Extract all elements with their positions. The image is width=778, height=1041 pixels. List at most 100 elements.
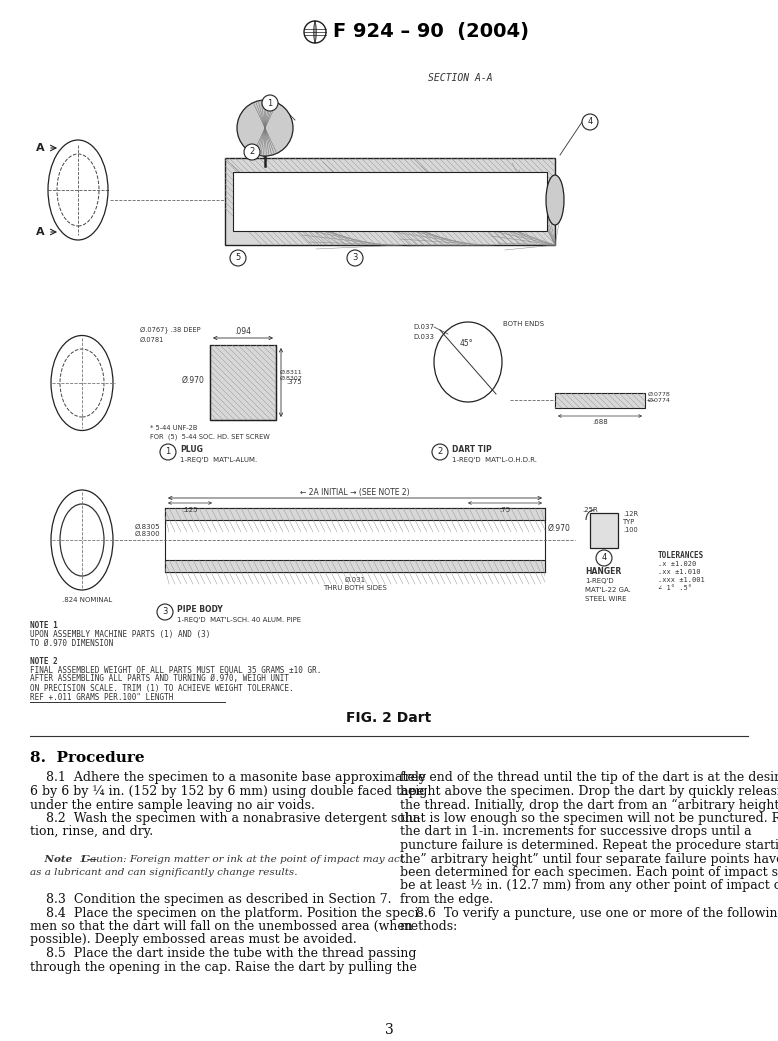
Bar: [233, 172, 547, 231]
Text: PIPE BODY: PIPE BODY: [177, 606, 223, 614]
Text: D.033: D.033: [413, 334, 434, 340]
Text: .125: .125: [182, 507, 198, 513]
Text: F 924 – 90  (2004): F 924 – 90 (2004): [333, 23, 529, 42]
Text: 4: 4: [601, 554, 607, 562]
Text: 2: 2: [250, 148, 254, 156]
Text: UPON ASSEMBLY MACHINE PARTS (1) AND (3): UPON ASSEMBLY MACHINE PARTS (1) AND (3): [30, 630, 210, 638]
Circle shape: [262, 95, 278, 111]
Text: 45°: 45°: [459, 339, 473, 349]
Text: possible). Deeply embossed areas must be avoided.: possible). Deeply embossed areas must be…: [30, 934, 357, 946]
Text: 1-REQ'D: 1-REQ'D: [585, 578, 614, 584]
Text: Ø.8311
Ø.8307: Ø.8311 Ø.8307: [280, 370, 303, 380]
Text: Ø.0767} .38 DEEP: Ø.0767} .38 DEEP: [140, 327, 201, 333]
Circle shape: [160, 445, 176, 460]
Text: 8.2  Wash the specimen with a nonabrasive detergent solu-: 8.2 Wash the specimen with a nonabrasive…: [30, 812, 421, 826]
Circle shape: [157, 604, 173, 620]
Text: puncture failure is determined. Repeat the procedure starting at: puncture failure is determined. Repeat t…: [400, 839, 778, 852]
Text: * 5-44 UNF-2B: * 5-44 UNF-2B: [150, 425, 198, 431]
Text: AFTER ASSEMBLING ALL PARTS AND TURNING Ø.970, WEIGH UNIT: AFTER ASSEMBLING ALL PARTS AND TURNING Ø…: [30, 675, 289, 684]
Text: 1-REQ'D  MAT'L-O.H.D.R.: 1-REQ'D MAT'L-O.H.D.R.: [452, 457, 537, 463]
Text: ON PRECISION SCALE. TRIM (1) TO ACHIEVE WEIGHT TOLERANCE.: ON PRECISION SCALE. TRIM (1) TO ACHIEVE …: [30, 684, 293, 692]
Text: .12R: .12R: [623, 511, 638, 517]
Circle shape: [596, 550, 612, 566]
Text: as a lubricant and can significantly change results.: as a lubricant and can significantly cha…: [30, 868, 297, 877]
Text: .100: .100: [623, 527, 638, 533]
Bar: [210, 345, 276, 420]
Text: .xxx ±1.001: .xxx ±1.001: [658, 577, 705, 583]
Text: D.037: D.037: [413, 324, 434, 330]
Text: 4: 4: [587, 118, 593, 127]
Ellipse shape: [546, 175, 564, 225]
Text: from the edge.: from the edge.: [400, 893, 493, 906]
Text: Ø.970: Ø.970: [548, 524, 571, 533]
Bar: [555, 393, 645, 408]
Text: 8.6  To verify a puncture, use one or more of the following: 8.6 To verify a puncture, use one or mor…: [400, 907, 778, 919]
Circle shape: [244, 144, 260, 160]
Text: methods:: methods:: [400, 920, 458, 933]
Text: 1-REQ'D  MAT'L-ALUM.: 1-REQ'D MAT'L-ALUM.: [180, 457, 258, 463]
Text: SECTION A-A: SECTION A-A: [428, 73, 492, 83]
Text: A: A: [37, 227, 45, 237]
Text: 1: 1: [268, 99, 272, 107]
Text: .824 NOMINAL: .824 NOMINAL: [62, 596, 112, 603]
Text: BOTH ENDS: BOTH ENDS: [503, 321, 544, 327]
Text: ∠ 1° .5°: ∠ 1° .5°: [658, 585, 692, 591]
Text: that is low enough so the specimen will not be punctured. Raise: that is low enough so the specimen will …: [400, 812, 778, 826]
Text: Ø.0781: Ø.0781: [140, 337, 164, 342]
Text: 1-REQ'D  MAT'L-SCH. 40 ALUM. PIPE: 1-REQ'D MAT'L-SCH. 40 ALUM. PIPE: [177, 617, 301, 623]
Text: Ø.8305
Ø.8300: Ø.8305 Ø.8300: [135, 524, 160, 536]
Text: REF +.011 GRAMS PER.100" LENGTH: REF +.011 GRAMS PER.100" LENGTH: [30, 692, 173, 702]
Text: Note  1—: Note 1—: [30, 855, 97, 863]
Text: .x ±1.020: .x ±1.020: [658, 561, 696, 567]
Circle shape: [432, 445, 448, 460]
Text: height above the specimen. Drop the dart by quickly releasing: height above the specimen. Drop the dart…: [400, 785, 778, 798]
Text: .75: .75: [499, 507, 510, 513]
Text: through the opening in the cap. Raise the dart by pulling the: through the opening in the cap. Raise th…: [30, 961, 417, 973]
Text: STEEL WIRE: STEEL WIRE: [585, 596, 626, 602]
Text: Ø.970: Ø.970: [182, 376, 205, 384]
Text: Ø.0778
Ø.0774: Ø.0778 Ø.0774: [648, 391, 671, 403]
Circle shape: [347, 250, 363, 266]
Text: THRU BOTH SIDES: THRU BOTH SIDES: [323, 585, 387, 591]
Text: Caution: Foreign matter or ink at the point of impact may act: Caution: Foreign matter or ink at the po…: [82, 855, 404, 863]
Text: TYP: TYP: [623, 519, 636, 525]
Text: 8.  Procedure: 8. Procedure: [30, 751, 145, 765]
Text: .25R: .25R: [582, 507, 598, 513]
Text: DART TIP: DART TIP: [452, 446, 492, 455]
Text: MAT'L-22 GA.: MAT'L-22 GA.: [585, 587, 631, 593]
Text: men so that the dart will fall on the unembossed area (when: men so that the dart will fall on the un…: [30, 920, 413, 933]
Text: TO Ø.970 DIMENSION: TO Ø.970 DIMENSION: [30, 638, 114, 648]
Text: the dart in 1-in. increments for successive drops until a: the dart in 1-in. increments for success…: [400, 826, 752, 838]
Text: HANGER: HANGER: [585, 567, 622, 577]
Circle shape: [230, 250, 246, 266]
Text: the thread. Initially, drop the dart from an “arbitrary height”: the thread. Initially, drop the dart fro…: [400, 798, 778, 812]
Text: been determined for each specimen. Each point of impact shall: been determined for each specimen. Each …: [400, 866, 778, 879]
Bar: [590, 513, 618, 548]
Text: FIG. 2 Dart: FIG. 2 Dart: [346, 711, 432, 725]
Text: free end of the thread until the tip of the dart is at the desired: free end of the thread until the tip of …: [400, 771, 778, 785]
Text: NOTE 1: NOTE 1: [30, 620, 58, 630]
Text: PLUG: PLUG: [180, 446, 203, 455]
Text: .688: .688: [592, 418, 608, 425]
Text: .094: .094: [234, 328, 251, 336]
Text: under the entire sample leaving no air voids.: under the entire sample leaving no air v…: [30, 798, 315, 812]
Text: the” arbitrary height” until four separate failure points have: the” arbitrary height” until four separa…: [400, 853, 778, 865]
Text: .xx ±1.010: .xx ±1.010: [658, 569, 700, 575]
Text: be at least ½ in. (12.7 mm) from any other point of impact or: be at least ½ in. (12.7 mm) from any oth…: [400, 880, 778, 892]
Text: NOTE 2: NOTE 2: [30, 657, 58, 665]
Text: TOLERANCES: TOLERANCES: [658, 551, 704, 559]
Bar: [165, 508, 545, 520]
Text: 6 by 6 by ¼ in. (152 by 152 by 6 mm) using double faced tape: 6 by 6 by ¼ in. (152 by 152 by 6 mm) usi…: [30, 785, 424, 798]
Text: tion, rinse, and dry.: tion, rinse, and dry.: [30, 826, 153, 838]
Circle shape: [237, 100, 293, 156]
Text: .375: .375: [286, 379, 302, 385]
Text: 5: 5: [236, 254, 240, 262]
Text: 1: 1: [166, 448, 170, 457]
Text: 2: 2: [437, 448, 443, 457]
Text: 3: 3: [384, 1023, 394, 1037]
Text: 8.3  Condition the specimen as described in Section 7.: 8.3 Condition the specimen as described …: [30, 893, 391, 906]
Text: A: A: [37, 143, 45, 153]
Text: 3: 3: [352, 254, 358, 262]
Text: 3: 3: [163, 608, 168, 616]
Bar: [225, 158, 555, 245]
